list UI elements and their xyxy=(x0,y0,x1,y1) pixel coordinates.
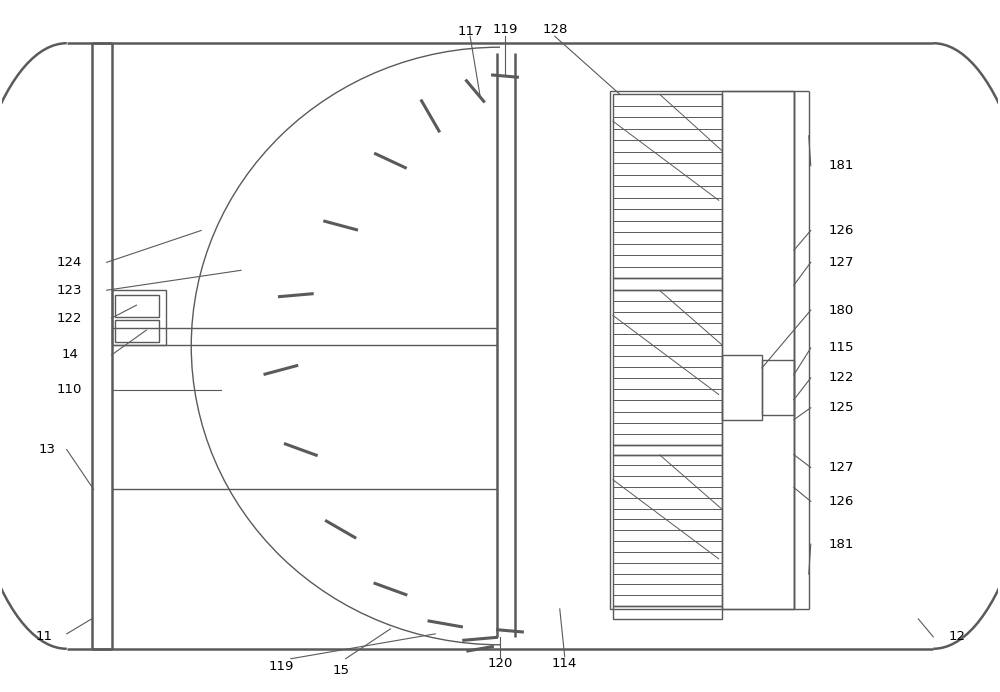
Text: 119: 119 xyxy=(268,660,294,673)
Text: 126: 126 xyxy=(829,224,854,237)
Text: 181: 181 xyxy=(829,538,854,551)
Bar xyxy=(115,295,159,317)
Bar xyxy=(613,606,722,619)
Text: 124: 124 xyxy=(57,256,82,268)
Text: 14: 14 xyxy=(61,349,78,361)
Text: 119: 119 xyxy=(492,23,518,36)
Text: 128: 128 xyxy=(542,23,567,36)
Bar xyxy=(613,94,722,278)
Text: 127: 127 xyxy=(829,461,854,474)
Text: 122: 122 xyxy=(57,311,82,325)
Bar xyxy=(722,91,794,609)
Bar xyxy=(613,278,722,290)
Text: 120: 120 xyxy=(487,657,513,671)
Text: 15: 15 xyxy=(332,664,349,677)
Text: 114: 114 xyxy=(552,657,577,671)
Bar xyxy=(762,360,794,415)
Text: 125: 125 xyxy=(829,401,854,415)
Bar xyxy=(613,455,722,606)
Bar xyxy=(613,444,722,455)
Bar xyxy=(610,91,794,609)
Text: 12: 12 xyxy=(948,630,965,644)
Bar xyxy=(112,290,166,345)
Bar xyxy=(722,355,762,420)
Text: 11: 11 xyxy=(35,630,52,644)
Text: 115: 115 xyxy=(829,341,854,354)
Text: 180: 180 xyxy=(829,304,854,317)
Bar xyxy=(115,320,159,342)
Text: 126: 126 xyxy=(829,495,854,508)
Text: 127: 127 xyxy=(829,256,854,268)
Text: 117: 117 xyxy=(457,25,483,38)
Text: 122: 122 xyxy=(829,372,854,384)
Text: 181: 181 xyxy=(829,159,854,172)
Text: 13: 13 xyxy=(38,443,55,456)
Text: 110: 110 xyxy=(57,383,82,397)
Text: 123: 123 xyxy=(57,284,82,297)
Bar xyxy=(613,290,722,444)
